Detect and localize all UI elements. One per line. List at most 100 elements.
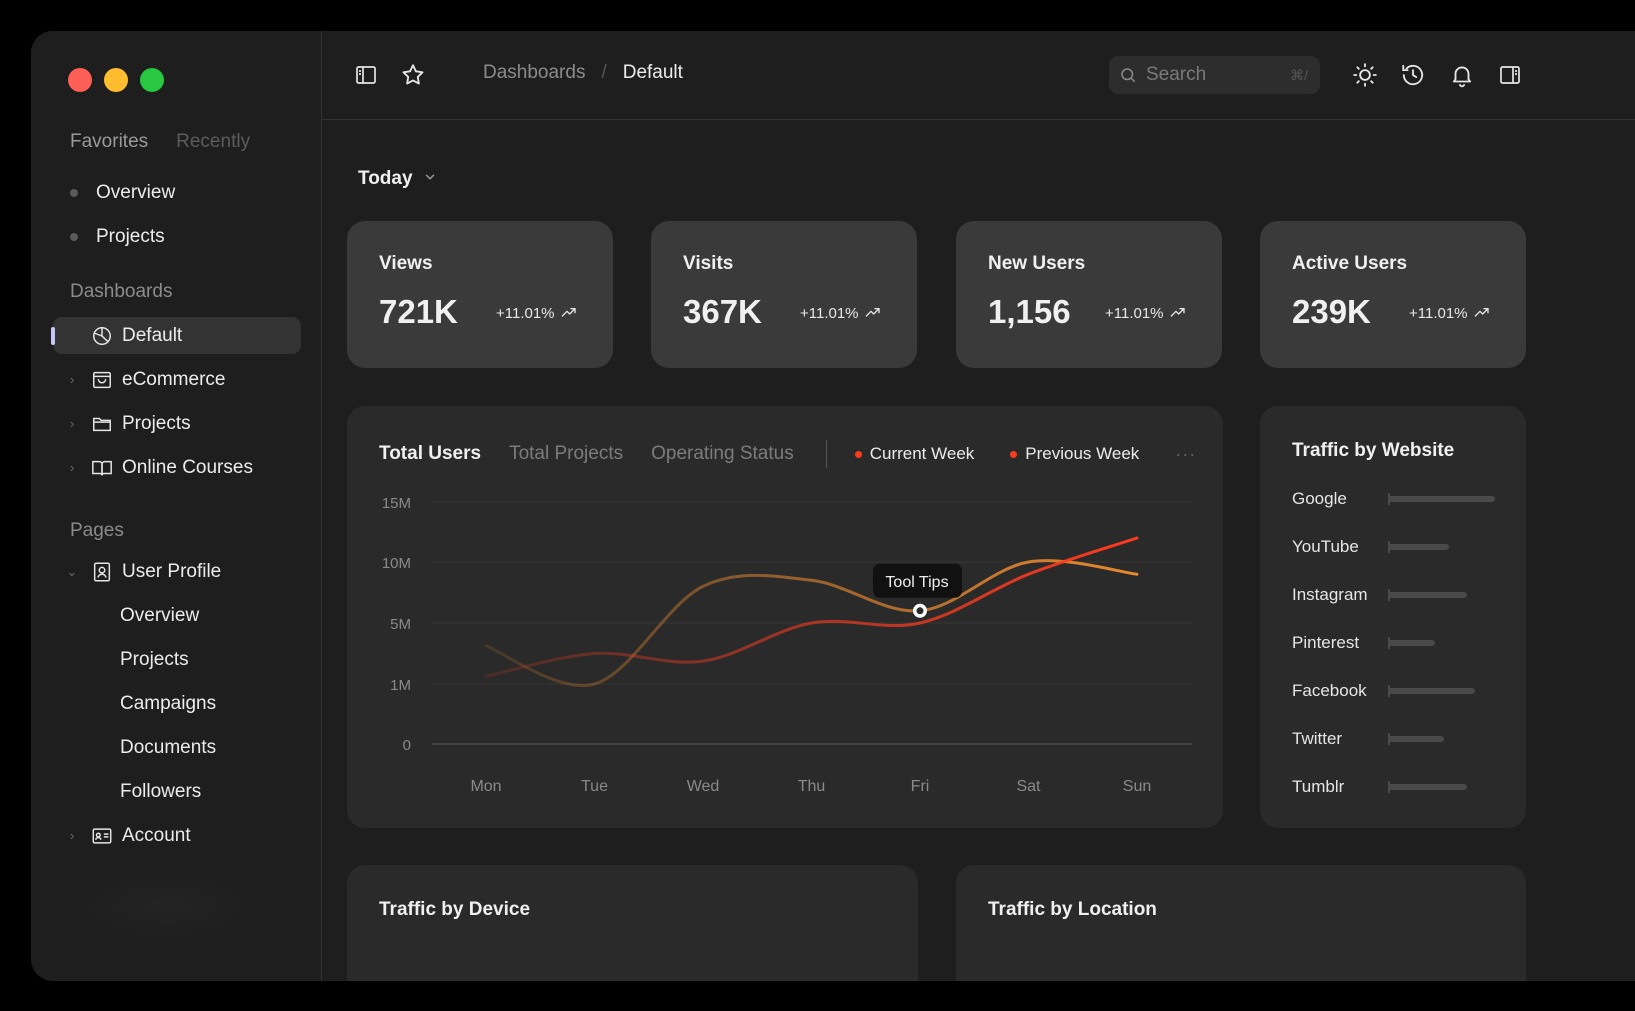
favorite-item-overview[interactable]: Overview <box>70 171 175 215</box>
stat-change-text: +11.01% <box>496 305 555 322</box>
stat-change: +11.01% <box>496 305 577 322</box>
sidebar-subitem-followers[interactable]: Followers <box>120 780 202 802</box>
x-tick-label: Fri <box>911 778 930 795</box>
stat-label: Visits <box>683 253 734 274</box>
legend-dot <box>1010 450 1018 458</box>
breadcrumb-dashboards[interactable]: Dashboards <box>483 62 586 83</box>
sidebar-item-account[interactable]: › Account <box>53 817 301 854</box>
stat-change-text: +11.01% <box>800 305 859 322</box>
stat-value: 1,156 <box>988 293 1071 330</box>
stat-change: +11.01% <box>800 305 881 322</box>
search-input[interactable] <box>1144 63 1288 87</box>
trend-up-icon <box>1474 305 1490 322</box>
website-name: Twitter <box>1292 729 1343 748</box>
traffic-by-website-panel: Traffic by Website Google YouTube Instagra… <box>1260 406 1526 828</box>
y-tick-label: 10M <box>382 555 411 572</box>
user-profile-icon <box>90 560 114 584</box>
website-traffic-bar <box>1388 493 1495 505</box>
divider <box>825 440 827 468</box>
right-panel-icon[interactable] <box>1497 62 1523 88</box>
website-name: Instagram <box>1292 585 1368 604</box>
sidebar-item-projects[interactable]: › Projects <box>53 405 301 442</box>
x-tick-label: Sun <box>1123 778 1151 795</box>
sidebar-item-default[interactable]: Default <box>51 317 301 354</box>
shopping-bag-icon <box>90 368 114 392</box>
tab-operating-status[interactable]: Operating Status <box>651 443 794 464</box>
history-icon[interactable] <box>1400 62 1426 88</box>
sidebar-item-ecommerce[interactable]: › eCommerce <box>53 361 301 398</box>
website-traffic-bar <box>1388 685 1475 697</box>
period-label: Today <box>358 168 413 189</box>
sidebar-item-label: Projects <box>122 412 191 434</box>
sidebar-subitem-overview[interactable]: Overview <box>120 604 200 626</box>
chevron-right-icon[interactable]: › <box>69 372 75 387</box>
tab-total-users[interactable]: Total Users <box>379 443 482 464</box>
bell-icon[interactable] <box>1449 62 1475 88</box>
chevron-down-icon[interactable]: ⌄ <box>66 563 78 579</box>
stat-label: New Users <box>988 253 1086 274</box>
website-name: Tumblr <box>1292 777 1345 796</box>
stat-value: 367K <box>683 293 762 330</box>
pie-chart-icon <box>90 324 114 348</box>
sidebar-item-label: eCommerce <box>122 368 226 390</box>
period-selector[interactable]: Today <box>358 168 437 190</box>
legend-label: Previous Week <box>1025 444 1140 463</box>
chevron-right-icon[interactable]: › <box>69 416 75 431</box>
search-box[interactable]: ⌘/ <box>1109 56 1320 94</box>
traffic-by-location-title: Traffic by Location <box>988 899 1157 920</box>
breadcrumb-separator: / <box>601 62 607 83</box>
sidebar-item-user-profile[interactable]: ⌄ User Profile <box>53 553 301 590</box>
chevron-right-icon[interactable]: › <box>69 828 75 843</box>
x-tick-label: Wed <box>687 778 720 795</box>
more-options-icon[interactable]: ··· <box>1175 443 1197 464</box>
sidebar-item-online-courses[interactable]: › Online Courses <box>53 449 301 486</box>
x-tick-label: Tue <box>581 778 608 795</box>
sidebar-item-label: Default <box>122 324 183 346</box>
sidebar-footer-fade <box>71 871 261 941</box>
traffic-by-website-title: Traffic by Website <box>1292 440 1455 461</box>
breadcrumb-current: Default <box>622 62 683 83</box>
website-traffic-bar <box>1388 781 1467 793</box>
chevron-right-icon[interactable]: › <box>69 460 75 475</box>
sun-icon[interactable] <box>1352 62 1378 88</box>
users-chart-panel: Total Users Total Projects Operating Sta… <box>347 406 1223 828</box>
trend-up-icon <box>561 305 577 322</box>
minimize-window-button[interactable] <box>104 68 128 92</box>
close-window-button[interactable] <box>68 68 92 92</box>
dashboards-section-label: Dashboards <box>70 281 173 302</box>
sidebar-toggle-icon[interactable] <box>353 62 379 88</box>
website-name: Facebook <box>1292 681 1367 700</box>
x-tick-label: Sat <box>1016 778 1041 795</box>
pages-section-label: Pages <box>70 520 124 541</box>
topbar <box>322 31 1635 120</box>
app-window: Favorites Recently Overview Projects Das… <box>31 31 1635 981</box>
favorite-item-projects[interactable]: Projects <box>70 215 175 259</box>
sidebar: Favorites Recently Overview Projects Das… <box>31 31 322 981</box>
stat-label: Views <box>379 253 433 274</box>
chevron-down-icon <box>423 168 437 190</box>
website-traffic-bar <box>1388 541 1449 553</box>
sidebar-subitem-documents[interactable]: Documents <box>120 736 217 758</box>
trend-up-icon <box>865 305 881 322</box>
website-traffic-bar <box>1388 733 1444 745</box>
sidebar-subitem-projects[interactable]: Projects <box>120 648 189 670</box>
tab-total-projects[interactable]: Total Projects <box>509 443 624 464</box>
website-name: Google <box>1292 489 1347 508</box>
bullet-icon <box>70 233 78 241</box>
star-icon[interactable] <box>400 62 426 88</box>
sidebar-subitem-campaigns[interactable]: Campaigns <box>120 692 217 714</box>
stat-card-new-users: New Users 1,156 +11.01% <box>956 221 1222 368</box>
favorite-item-label: Projects <box>96 226 165 247</box>
favorites-list: Overview Projects <box>70 171 175 259</box>
legend-dot <box>854 450 862 458</box>
pages-nav: ⌄ User Profile Overview Projects Campaig… <box>53 553 301 861</box>
maximize-window-button[interactable] <box>140 68 164 92</box>
sidebar-tabs: Favorites Recently <box>70 131 250 153</box>
stat-change-text: +11.01% <box>1409 305 1468 322</box>
total-users-line-chart: 0 1M 5M 10M 15M Mon Tue Wed Thu Fri Sat Sun Tool Tip… <box>382 495 1192 795</box>
traffic-by-device-title: Traffic by Device <box>379 899 531 920</box>
y-tick-label: 15M <box>382 495 411 512</box>
stat-value: 239K <box>1292 293 1371 330</box>
tab-favorites[interactable]: Favorites <box>70 131 149 152</box>
tab-recently[interactable]: Recently <box>176 131 251 152</box>
